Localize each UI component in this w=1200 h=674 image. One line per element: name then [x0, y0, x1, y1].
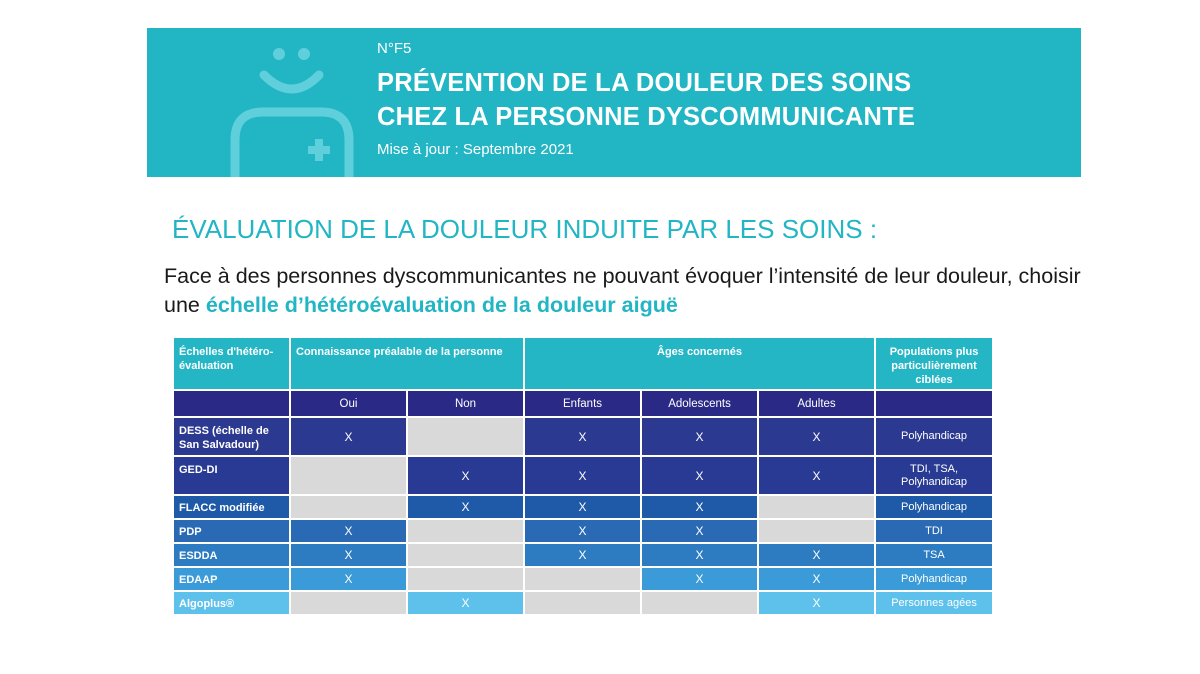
cell-population: Polyhandicap: [876, 418, 993, 455]
cell-population: Polyhandicap: [876, 496, 993, 518]
intro-accent-text: échelle d’hétéroévaluation de la douleur…: [205, 293, 678, 317]
cell-adultes: X: [759, 592, 875, 614]
header-populations: Populations plus particulièrement ciblée…: [876, 338, 993, 389]
cell-non: [408, 520, 524, 542]
cell-population: TSA: [876, 544, 993, 566]
cell-population: TDI: [876, 520, 993, 542]
cell-oui: [291, 592, 406, 614]
cell-adultes: X: [759, 568, 875, 590]
cell-adolescents: X: [642, 520, 758, 542]
cell-population: Personnes agées: [876, 592, 993, 614]
cell-adultes: [759, 520, 875, 542]
cell-oui: X: [291, 418, 406, 455]
header-oui: Oui: [291, 391, 406, 416]
table-row: DESS (échelle de San Salvadour) X X X X …: [174, 418, 993, 455]
intro-paragraph: Face à des personnes dyscommunicantes ne…: [164, 262, 1084, 320]
row-name: Algoplus®: [174, 592, 289, 614]
cell-population: Polyhandicap: [876, 568, 993, 590]
table-row: Algoplus® X X Personnes agées: [174, 592, 993, 614]
title-line-1: PRÉVENTION DE LA DOULEUR DES SOINS: [377, 69, 912, 97]
cell-oui: [291, 457, 406, 494]
header-blank-2: [876, 391, 993, 416]
cell-adolescents: X: [642, 418, 758, 455]
cell-non: X: [408, 592, 524, 614]
cell-enfants: X: [525, 457, 641, 494]
cell-oui: X: [291, 520, 406, 542]
cell-non: [408, 544, 524, 566]
table-row: GED-DI X X X X TDI, TSA, Polyhandicap: [174, 457, 993, 494]
header-adultes: Adultes: [759, 391, 875, 416]
cell-adolescents: [642, 592, 758, 614]
cell-oui: X: [291, 544, 406, 566]
intro-text: Face à des personnes dyscommunicantes ne…: [164, 264, 1081, 317]
cell-enfants: [525, 592, 641, 614]
cell-enfants: X: [525, 418, 641, 455]
cell-adolescents: X: [642, 568, 758, 590]
cell-oui: X: [291, 568, 406, 590]
cell-enfants: X: [525, 520, 641, 542]
cell-adolescents: X: [642, 544, 758, 566]
header-ages: Âges concernés: [525, 338, 875, 389]
header-knowledge: Connaissance préalable de la personne: [291, 338, 524, 389]
cell-enfants: X: [525, 496, 641, 518]
cell-adultes: X: [759, 457, 875, 494]
header-blank: [174, 391, 289, 416]
evaluation-scales-table: Échelles d'hétéro-évaluation Connaissanc…: [172, 336, 995, 622]
sheet-number: N°F5: [377, 40, 412, 57]
table-row: ESDDA X X X X TSA: [174, 544, 993, 566]
update-date: Mise à jour : Septembre 2021: [377, 141, 574, 158]
header-enfants: Enfants: [525, 391, 641, 416]
section-heading: ÉVALUATION DE LA DOULEUR INDUITE PAR LES…: [172, 214, 878, 244]
row-name: DESS (échelle de San Salvadour): [174, 418, 289, 455]
smiling-caregiver-icon: [230, 48, 354, 177]
cell-population: TDI, TSA, Polyhandicap: [876, 457, 993, 494]
cell-non: X: [408, 457, 524, 494]
row-name: PDP: [174, 520, 289, 542]
table-row: PDP X X X TDI: [174, 520, 993, 542]
cell-non: [408, 418, 524, 455]
cell-adultes: [759, 496, 875, 518]
cell-adultes: X: [759, 544, 875, 566]
cell-adultes: X: [759, 418, 875, 455]
row-name: FLACC modifiée: [174, 496, 289, 518]
header-banner: N°F5 PRÉVENTION DE LA DOULEUR DES SOINS …: [147, 28, 1081, 177]
row-name: ESDDA: [174, 544, 289, 566]
header-scale: Échelles d'hétéro-évaluation: [174, 338, 289, 389]
cell-non: X: [408, 496, 524, 518]
table-row: EDAAP X X X Polyhandicap: [174, 568, 993, 590]
table-row: FLACC modifiée X X X Polyhandicap: [174, 496, 993, 518]
cell-enfants: X: [525, 544, 641, 566]
cell-oui: [291, 496, 406, 518]
row-name: EDAAP: [174, 568, 289, 590]
title-line-2: CHEZ LA PERSONNE DYSCOMMUNICANTE: [377, 103, 916, 131]
header-non: Non: [408, 391, 524, 416]
row-name: GED-DI: [174, 457, 289, 494]
cell-enfants: [525, 568, 641, 590]
cell-adolescents: X: [642, 457, 758, 494]
header-adolescents: Adolescents: [642, 391, 758, 416]
cell-non: [408, 568, 524, 590]
cell-adolescents: X: [642, 496, 758, 518]
page-title: PRÉVENTION DE LA DOULEUR DES SOINS CHEZ …: [377, 66, 915, 134]
